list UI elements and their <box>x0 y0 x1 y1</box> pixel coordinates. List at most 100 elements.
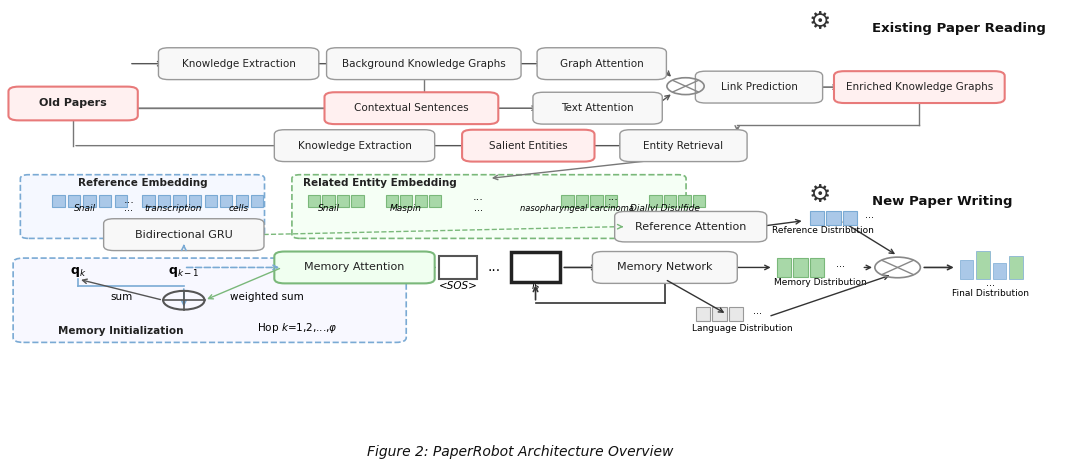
FancyBboxPatch shape <box>576 195 589 207</box>
FancyBboxPatch shape <box>9 87 138 120</box>
FancyBboxPatch shape <box>143 195 154 207</box>
Text: Final Distribution: Final Distribution <box>953 289 1029 298</box>
Text: Knowledge Extraction: Knowledge Extraction <box>298 141 411 151</box>
FancyBboxPatch shape <box>462 130 594 162</box>
Text: Memory Network: Memory Network <box>617 263 713 273</box>
FancyBboxPatch shape <box>158 195 171 207</box>
FancyBboxPatch shape <box>13 258 406 342</box>
Text: cells: cells <box>229 204 248 213</box>
Text: Knowledge Extraction: Knowledge Extraction <box>181 59 296 69</box>
FancyBboxPatch shape <box>620 130 747 162</box>
FancyBboxPatch shape <box>337 195 349 207</box>
FancyBboxPatch shape <box>777 258 791 277</box>
FancyBboxPatch shape <box>351 195 364 207</box>
Text: ...: ... <box>474 203 483 213</box>
FancyBboxPatch shape <box>21 175 265 238</box>
FancyBboxPatch shape <box>993 263 1007 279</box>
Text: Old Papers: Old Papers <box>39 99 107 109</box>
FancyBboxPatch shape <box>810 258 824 277</box>
FancyBboxPatch shape <box>511 253 561 283</box>
FancyBboxPatch shape <box>960 260 973 279</box>
FancyBboxPatch shape <box>53 195 65 207</box>
FancyBboxPatch shape <box>810 211 824 225</box>
Text: Bidirectional GRU: Bidirectional GRU <box>135 230 232 240</box>
FancyBboxPatch shape <box>274 130 434 162</box>
Text: Hop $k$=1,2,...,$\varphi$: Hop $k$=1,2,...,$\varphi$ <box>257 321 338 335</box>
Text: Diallyl Disulfide: Diallyl Disulfide <box>630 204 700 213</box>
Text: ...: ... <box>487 260 501 274</box>
FancyBboxPatch shape <box>842 211 858 225</box>
Text: ...: ... <box>836 259 846 269</box>
Text: ...: ... <box>123 195 134 205</box>
FancyBboxPatch shape <box>220 195 232 207</box>
Text: Related Entity Embedding: Related Entity Embedding <box>302 178 457 188</box>
FancyBboxPatch shape <box>323 195 335 207</box>
FancyBboxPatch shape <box>615 211 767 242</box>
Text: Existing Paper Reading: Existing Paper Reading <box>872 22 1045 35</box>
Text: transcription: transcription <box>145 204 202 213</box>
FancyBboxPatch shape <box>308 195 321 207</box>
FancyBboxPatch shape <box>537 48 666 80</box>
FancyBboxPatch shape <box>324 92 498 124</box>
Text: Link Prediction: Link Prediction <box>720 82 797 92</box>
FancyBboxPatch shape <box>235 195 248 207</box>
FancyBboxPatch shape <box>326 48 521 80</box>
Text: Figure 2: PaperRobot Architecture Overview: Figure 2: PaperRobot Architecture Overvi… <box>367 446 673 459</box>
Text: weighted sum: weighted sum <box>230 292 303 302</box>
Text: Memory Distribution: Memory Distribution <box>773 278 866 287</box>
Text: nasopharyngeal carcinoma: nasopharyngeal carcinoma <box>519 204 634 213</box>
Text: Reference Embedding: Reference Embedding <box>78 178 208 188</box>
Text: ...: ... <box>865 210 874 220</box>
FancyBboxPatch shape <box>189 195 201 207</box>
Text: Memory Attention: Memory Attention <box>305 263 405 273</box>
FancyBboxPatch shape <box>664 195 676 207</box>
FancyBboxPatch shape <box>159 48 319 80</box>
Text: ...: ... <box>124 203 134 213</box>
FancyBboxPatch shape <box>400 195 413 207</box>
FancyBboxPatch shape <box>251 195 264 207</box>
FancyBboxPatch shape <box>562 195 573 207</box>
Text: $\mathbf{q}_{k-1}$: $\mathbf{q}_{k-1}$ <box>168 265 200 280</box>
FancyBboxPatch shape <box>386 195 397 207</box>
Text: New Paper Writing: New Paper Writing <box>872 195 1012 209</box>
FancyBboxPatch shape <box>274 252 434 283</box>
FancyBboxPatch shape <box>976 251 989 279</box>
FancyBboxPatch shape <box>678 195 691 207</box>
FancyBboxPatch shape <box>415 195 427 207</box>
Text: sum: sum <box>110 292 133 302</box>
Text: Snail: Snail <box>73 204 95 213</box>
Text: ...: ... <box>754 306 762 316</box>
Text: Snail: Snail <box>318 204 339 213</box>
Text: <SOS>: <SOS> <box>438 282 477 292</box>
Text: Salient Entities: Salient Entities <box>489 141 568 151</box>
FancyBboxPatch shape <box>99 195 111 207</box>
Text: Reference Distribution: Reference Distribution <box>772 226 874 235</box>
Text: Text Attention: Text Attention <box>562 103 634 113</box>
FancyBboxPatch shape <box>696 71 823 103</box>
FancyBboxPatch shape <box>834 71 1004 103</box>
FancyBboxPatch shape <box>532 92 662 124</box>
FancyBboxPatch shape <box>713 307 727 321</box>
Text: Language Distribution: Language Distribution <box>692 324 793 333</box>
Text: ⚙: ⚙ <box>809 183 832 207</box>
FancyBboxPatch shape <box>692 195 705 207</box>
Text: ...: ... <box>473 192 484 202</box>
FancyBboxPatch shape <box>649 195 662 207</box>
Text: $\mathbf{q}_k$: $\mathbf{q}_k$ <box>70 265 86 280</box>
FancyBboxPatch shape <box>440 256 476 279</box>
Text: is: is <box>531 282 540 292</box>
Text: Graph Attention: Graph Attention <box>559 59 644 69</box>
FancyBboxPatch shape <box>1010 256 1023 279</box>
FancyBboxPatch shape <box>591 195 603 207</box>
FancyBboxPatch shape <box>605 195 618 207</box>
Text: Background Knowledge Graphs: Background Knowledge Graphs <box>342 59 505 69</box>
Text: Contextual Sentences: Contextual Sentences <box>354 103 469 113</box>
FancyBboxPatch shape <box>826 211 840 225</box>
FancyBboxPatch shape <box>696 307 711 321</box>
Text: Memory Initialization: Memory Initialization <box>57 326 184 336</box>
FancyBboxPatch shape <box>292 175 686 238</box>
Text: ...: ... <box>608 192 619 202</box>
Text: ...: ... <box>986 278 995 288</box>
FancyBboxPatch shape <box>68 195 80 207</box>
FancyBboxPatch shape <box>114 195 127 207</box>
